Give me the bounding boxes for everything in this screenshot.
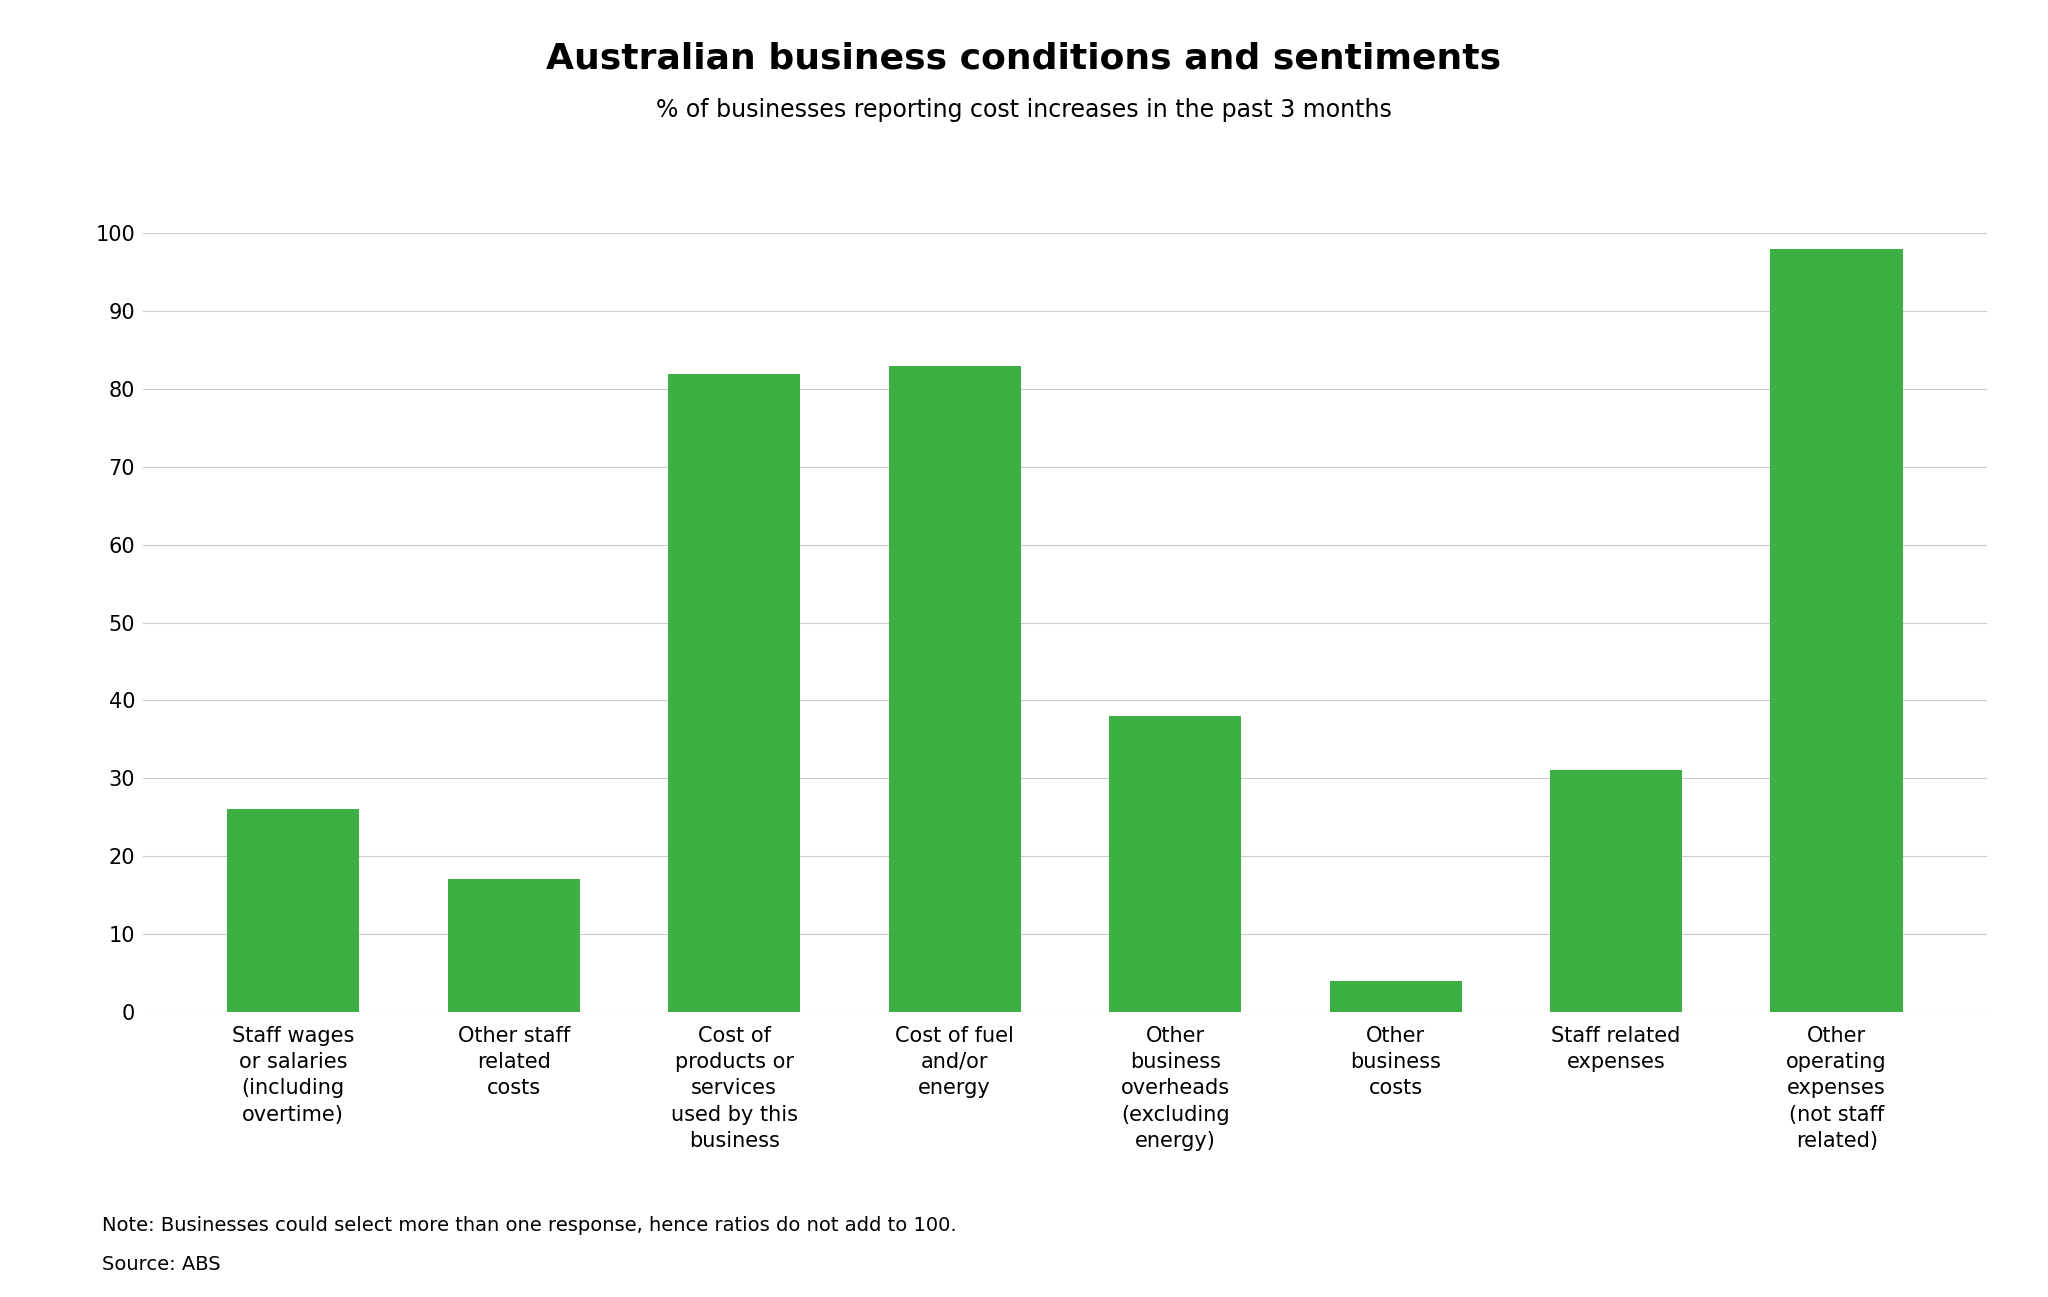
Bar: [889, 366, 1020, 1012]
Bar: [1329, 981, 1462, 1012]
Bar: [449, 879, 580, 1012]
Bar: [1769, 249, 1903, 1012]
Text: Australian business conditions and sentiments: Australian business conditions and senti…: [547, 42, 1501, 75]
Bar: [668, 374, 801, 1012]
Bar: [1110, 716, 1241, 1012]
Text: Note: Businesses could select more than one response, hence ratios do not add to: Note: Businesses could select more than …: [102, 1217, 956, 1235]
Bar: [227, 809, 360, 1012]
Text: % of businesses reporting cost increases in the past 3 months: % of businesses reporting cost increases…: [655, 99, 1393, 122]
Text: Source: ABS: Source: ABS: [102, 1255, 221, 1274]
Bar: [1550, 770, 1681, 1012]
